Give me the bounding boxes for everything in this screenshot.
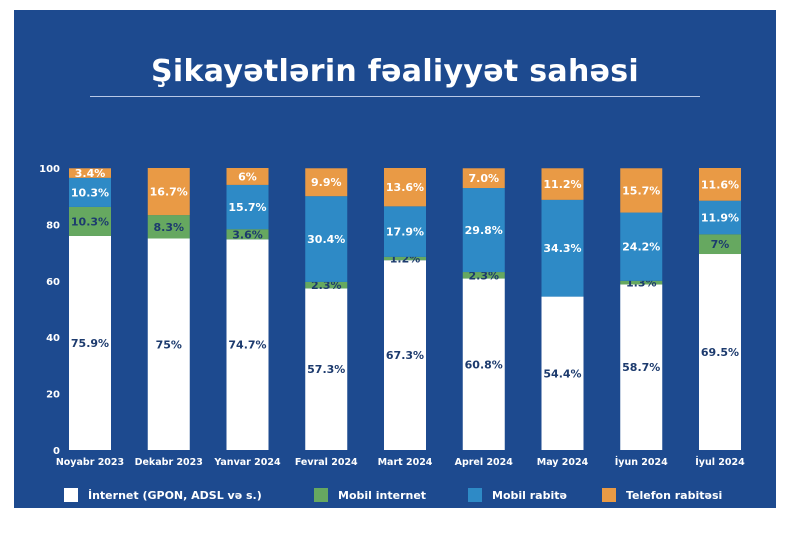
bar-segment-2	[699, 234, 741, 255]
bar-segment-4	[620, 168, 663, 213]
legend-label: İnternet (GPON, ADSL və s.)	[88, 488, 262, 502]
bar-segment-3	[69, 177, 111, 207]
bar-segment-1	[620, 284, 663, 450]
bar-segment-2	[305, 281, 348, 289]
legend-swatch	[602, 488, 616, 502]
bar-segment-2	[620, 280, 663, 285]
y-tick-label: 60	[46, 277, 60, 288]
y-tick-label: 80	[46, 220, 60, 231]
x-tick-label: Dekabr 2023	[135, 457, 203, 468]
bar-segment-3	[462, 188, 505, 273]
y-tick-label: 20	[46, 390, 60, 401]
legend-item: İnternet (GPON, ADSL və s.)	[64, 488, 262, 502]
legend-swatch	[468, 488, 482, 502]
legend-item: Telefon rabitəsi	[602, 488, 722, 502]
legend-item: Mobil rabitə	[468, 488, 567, 502]
x-tick-label: Yanvar 2024	[213, 457, 281, 468]
legend-label: Telefon rabitəsi	[626, 488, 723, 502]
bar-data-label: 9.9%	[311, 176, 342, 189]
chart-panel: Şikayətlərin fəaliyyət sahəsi 0 20 40 60 80 1…	[14, 10, 776, 508]
x-tick-label: May 2024	[537, 457, 589, 468]
title-divider	[90, 96, 700, 97]
bar-data-label: 54.4%	[543, 367, 581, 380]
bar-segment-1	[699, 254, 741, 450]
bar-data-label: 58.7%	[622, 361, 660, 374]
y-tick-label: 0	[53, 446, 60, 457]
bar-segment-3	[384, 206, 426, 257]
x-tick-label: İyun 2024	[615, 457, 668, 468]
bar-segment-3	[541, 199, 584, 297]
bar-data-label: 11.2%	[543, 178, 581, 191]
bar-segment-2	[147, 215, 190, 239]
bar-segment-1	[226, 239, 269, 450]
bar-segment-4	[462, 168, 505, 189]
y-tick-label: 40	[46, 333, 60, 344]
bar-data-label: 17.9%	[386, 226, 424, 239]
bar-data-label: 10.3%	[71, 186, 109, 199]
bar-segment-3	[620, 212, 663, 281]
bar-data-label: 34.3%	[543, 242, 581, 255]
bar-data-label: 74.7%	[228, 339, 266, 352]
bar-data-label: 15.7%	[228, 201, 266, 214]
chart-title: Şikayətlərin fəaliyyət sahəsi	[150, 54, 639, 89]
bar-data-label: 2.3%	[468, 269, 499, 282]
bar-data-label: 69.5%	[701, 346, 739, 359]
bar-segment-4	[226, 168, 269, 185]
bar-data-label: 67.3%	[386, 349, 424, 362]
bar-data-label: 60.8%	[465, 358, 503, 371]
bar-data-label: 11.6%	[701, 178, 739, 191]
bar-segment-1	[462, 278, 505, 450]
legend-item: Mobil internet	[314, 488, 426, 502]
legend-label: Mobil rabitə	[492, 488, 567, 502]
bar-segment-3	[699, 200, 741, 235]
bar-data-label: 29.8%	[465, 224, 503, 237]
stacked-bar-chart: 0 20 40 60 80 100 75.9% 10.3% 10.3% 3.4% Noyabr 20…	[39, 164, 745, 468]
bar-data-label: 2.3%	[311, 279, 342, 292]
legend-label: Mobil internet	[338, 488, 427, 502]
bar-data-label: 57.3%	[307, 363, 345, 376]
bar-segment-2	[462, 272, 505, 279]
x-tick-label: Aprel 2024	[455, 457, 514, 468]
bar-data-label: 75%	[156, 338, 182, 351]
bar-segment-4	[147, 168, 190, 216]
bar-segment-4	[305, 168, 348, 197]
bar-segment-4	[384, 168, 426, 207]
x-tick-label: Mart 2024	[378, 457, 433, 468]
bar-segment-4	[541, 168, 584, 200]
x-tick-label: İyul 2024	[695, 457, 745, 468]
bar-segment-2	[69, 206, 111, 236]
legend-swatch	[64, 488, 78, 502]
bar-data-label: 75.9%	[71, 337, 109, 350]
bar-data-label: 3.6%	[232, 228, 263, 241]
bar-segment-4	[699, 168, 741, 201]
bar-data-label: 16.7%	[150, 186, 188, 199]
bar-data-label: 11.9%	[701, 211, 739, 224]
bar-data-label: 30.4%	[307, 233, 345, 246]
chart-legend: İnternet (GPON, ADSL və s.) Mobil interne…	[14, 488, 776, 508]
y-tick-label: 100	[39, 164, 60, 175]
bar-data-label: 6%	[238, 170, 257, 183]
bar-segment-1	[305, 288, 348, 450]
bar-data-label: 10.3%	[71, 215, 109, 228]
bar-data-label: 7%	[711, 238, 730, 251]
x-tick-label: Fevral 2024	[295, 457, 358, 468]
bar-data-label: 15.7%	[622, 184, 660, 197]
bar-segment-1	[147, 238, 190, 450]
bar-data-label: 3.4%	[75, 167, 106, 180]
bar-data-label: 24.2%	[622, 241, 660, 254]
legend-swatch	[314, 488, 328, 502]
bar-segment-1	[384, 260, 426, 450]
bar-segment-2	[226, 229, 269, 240]
bar-segment-1	[69, 235, 111, 450]
bar-segment-4	[69, 168, 111, 178]
bar-data-label: 13.6%	[386, 181, 424, 194]
x-tick-label: Noyabr 2023	[56, 457, 124, 468]
bar-segment-3	[226, 184, 269, 230]
bar-data-label: 7.0%	[468, 172, 499, 185]
bar-data-label: 8.3%	[153, 221, 184, 234]
bar-segment-2	[384, 256, 426, 261]
bar-segment-3	[305, 196, 348, 282]
bar-segment-1	[541, 296, 584, 450]
